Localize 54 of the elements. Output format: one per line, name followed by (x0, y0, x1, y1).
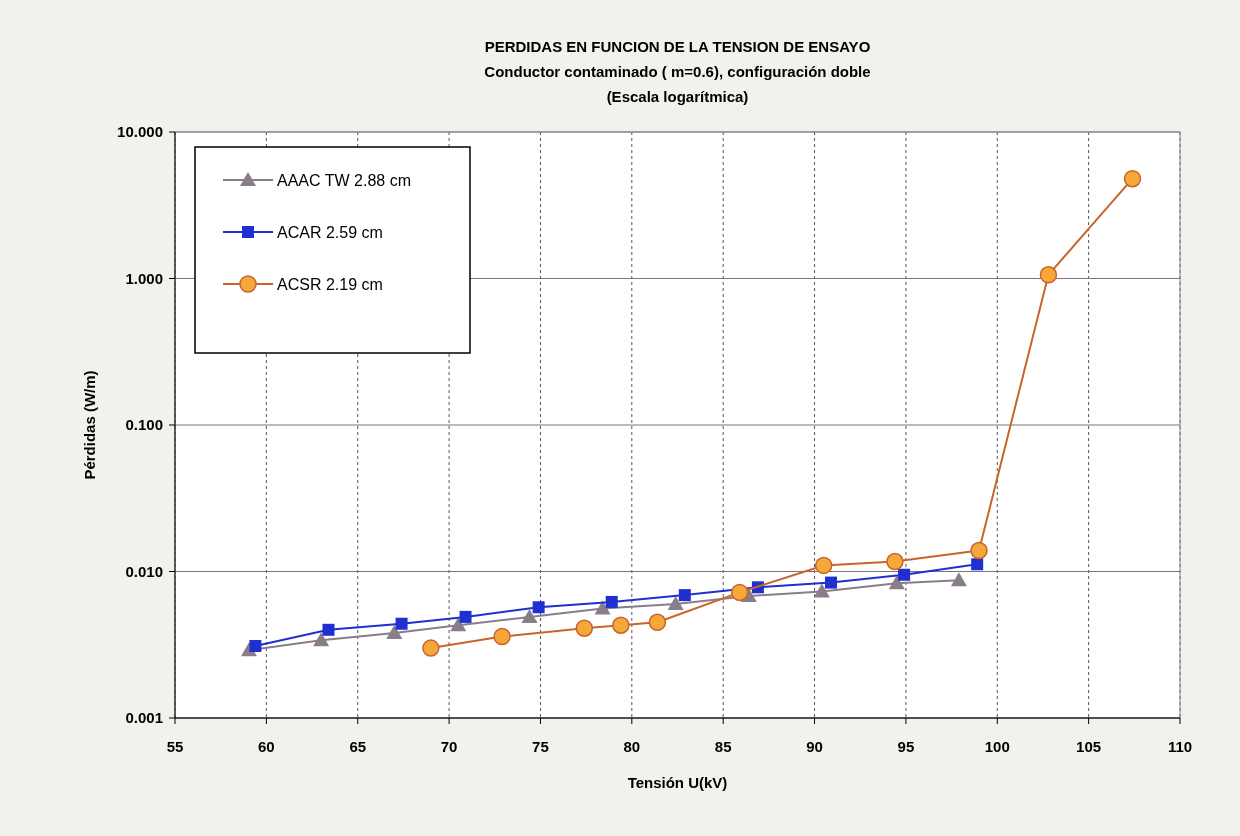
legend-label: ACAR 2.59 cm (277, 224, 383, 241)
y-tick-label: 0.010 (125, 562, 163, 580)
point (814, 556, 833, 575)
point (395, 617, 408, 630)
point (970, 541, 988, 560)
point (521, 608, 538, 623)
point (249, 640, 262, 653)
y-tick-label: 1.000 (125, 269, 163, 287)
point (886, 552, 904, 571)
point (422, 639, 440, 657)
point (532, 601, 545, 614)
y-axis-title: Pérdidas (W/m) (81, 370, 98, 480)
point (648, 613, 667, 632)
x-tick-label: 60 (258, 738, 275, 755)
x-tick-label: 100 (984, 738, 1010, 755)
x-tick-label: 85 (714, 738, 732, 755)
point (971, 558, 984, 571)
x-tick-label: 105 (1076, 738, 1102, 755)
point (730, 583, 749, 602)
point (898, 568, 911, 581)
x-tick-label: 80 (623, 738, 641, 755)
point (450, 617, 467, 632)
point (313, 632, 330, 647)
point (678, 589, 691, 602)
point (1039, 266, 1058, 284)
point (1123, 169, 1142, 188)
point (493, 627, 511, 646)
point (667, 596, 684, 610)
legend-label: AAAC TW 2.88 cm (277, 172, 411, 189)
x-tick-label: 75 (532, 738, 549, 755)
point (386, 625, 403, 640)
x-tick-label: 65 (349, 738, 367, 755)
x-tick-label: 70 (440, 738, 458, 755)
point (459, 610, 472, 623)
y-tick-label: 10.000 (117, 123, 163, 140)
point (605, 595, 618, 608)
x-tick-label: 110 (1167, 738, 1193, 755)
y-tick-label: 0.001 (125, 709, 163, 726)
point (322, 623, 335, 636)
x-tick-label: 55 (166, 738, 184, 755)
x-tick-label: 90 (806, 738, 823, 755)
point (575, 619, 594, 637)
text: (Escala logarítmica) (606, 88, 749, 105)
chart-title: PERDIDAS EN FUNCION DE LA TENSION DE ENSAYO (484, 38, 871, 55)
point (888, 575, 905, 590)
x-axis-title: Tensión U(kV) (627, 774, 728, 791)
point (813, 583, 830, 598)
legend-label: ACSR 2.19 cm (277, 276, 383, 293)
point (824, 576, 837, 589)
x-tick-label: 95 (897, 738, 915, 755)
y-tick-label: 0.100 (125, 416, 163, 433)
point (612, 616, 630, 634)
point (950, 572, 967, 587)
chart-subtitle: Conductor contaminado ( m=0.6), configuración doble (484, 63, 871, 80)
